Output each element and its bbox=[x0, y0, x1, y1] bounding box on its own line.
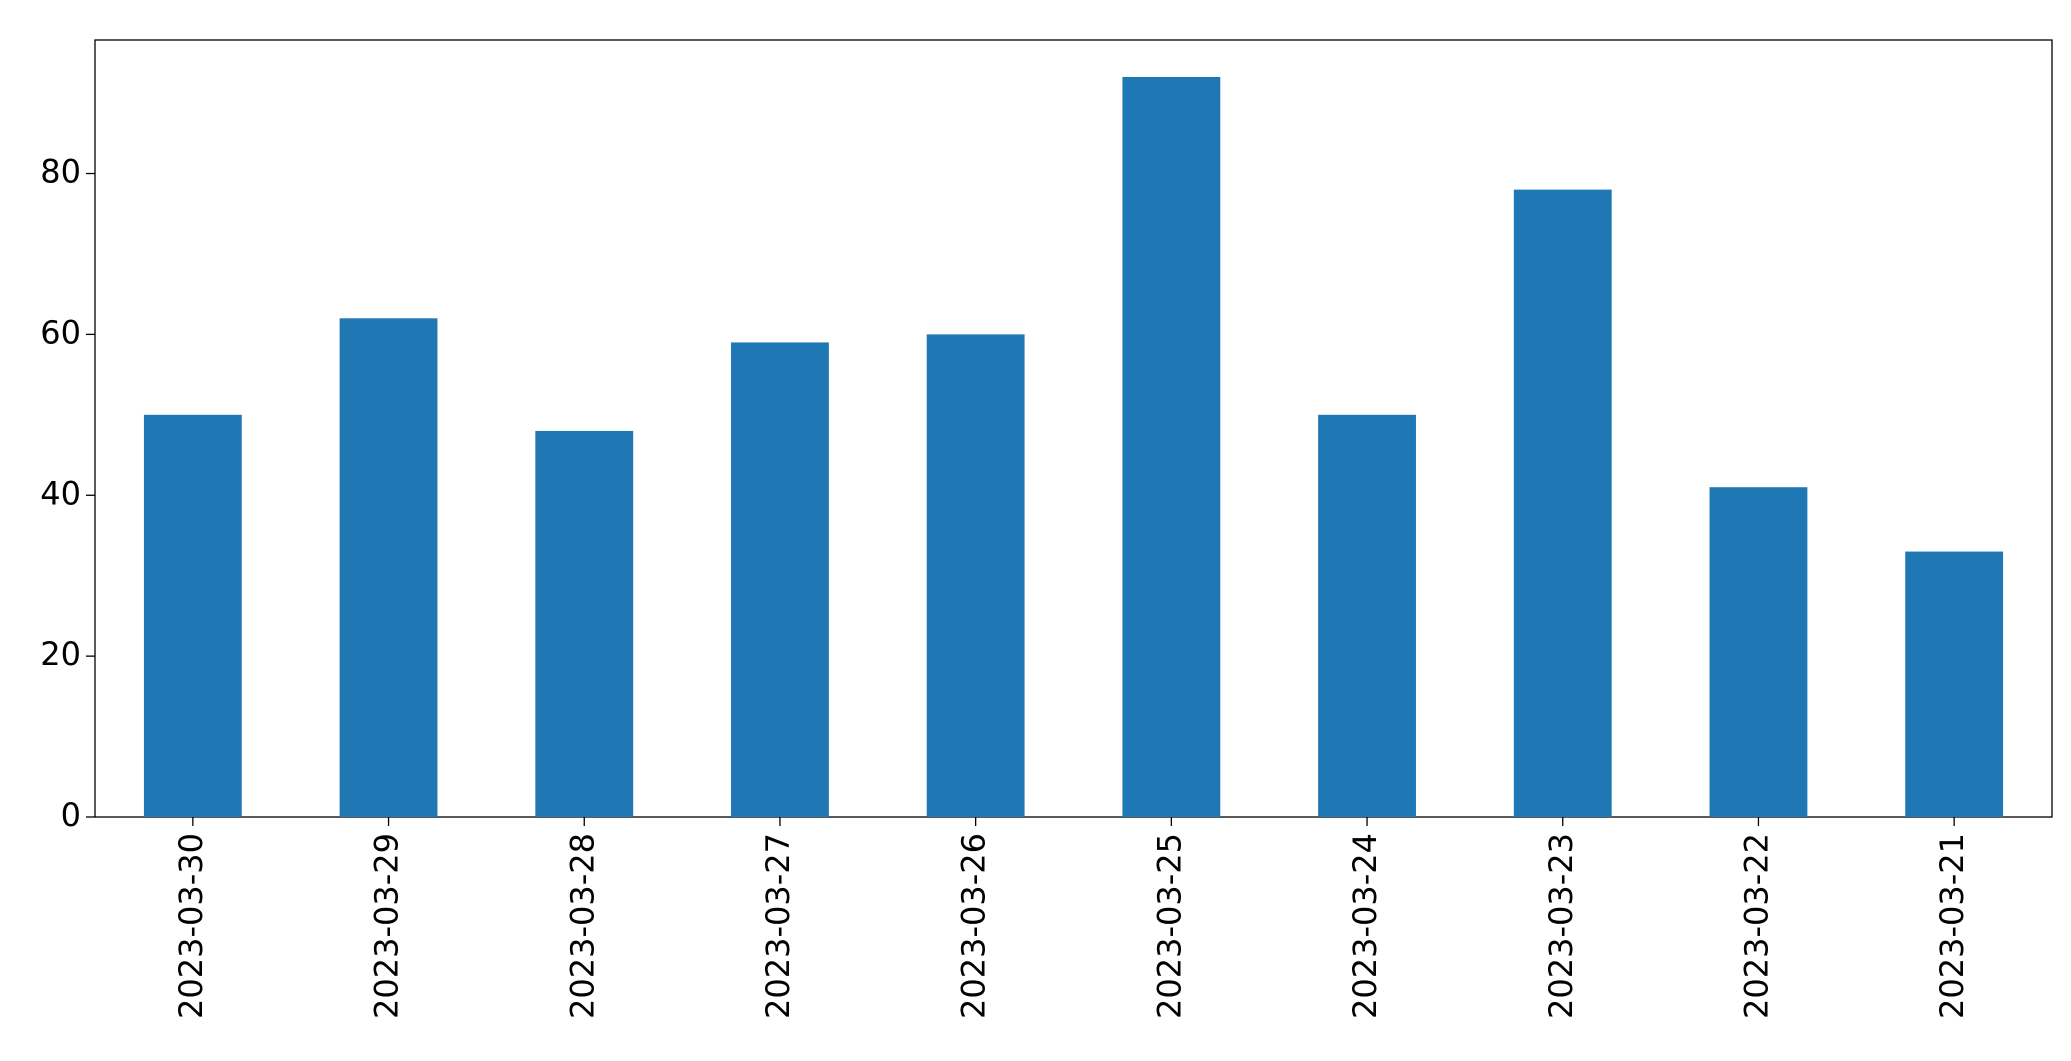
bar bbox=[1122, 77, 1221, 817]
x-tick-label: 2023-03-21 bbox=[1933, 833, 1971, 1019]
bar bbox=[535, 430, 634, 817]
bar bbox=[926, 334, 1025, 817]
bar bbox=[143, 414, 242, 817]
plot-frame bbox=[94, 39, 2053, 818]
x-tick-label: 2023-03-24 bbox=[1346, 833, 1384, 1019]
x-tick-label: 2023-03-29 bbox=[368, 833, 406, 1019]
bar bbox=[1513, 189, 1612, 817]
y-tick-label: 0 bbox=[61, 796, 81, 834]
x-tick-label: 2023-03-30 bbox=[172, 833, 210, 1019]
x-tick-label: 2023-03-26 bbox=[955, 833, 993, 1019]
x-tick-label: 2023-03-22 bbox=[1737, 833, 1775, 1019]
x-tick-label: 2023-03-27 bbox=[759, 833, 797, 1019]
y-tick-label: 20 bbox=[40, 635, 81, 673]
bar bbox=[339, 318, 438, 817]
y-tick-label: 60 bbox=[40, 313, 81, 351]
y-tick-label: 40 bbox=[40, 474, 81, 512]
x-tick-label: 2023-03-25 bbox=[1150, 833, 1188, 1019]
bar bbox=[1318, 414, 1416, 817]
x-tick-label: 2023-03-28 bbox=[563, 833, 601, 1019]
y-tick-label: 80 bbox=[40, 153, 81, 191]
bar bbox=[1905, 551, 2004, 817]
x-tick-label: 2023-03-23 bbox=[1542, 833, 1580, 1019]
bar bbox=[731, 342, 829, 817]
bar bbox=[1709, 487, 1808, 817]
